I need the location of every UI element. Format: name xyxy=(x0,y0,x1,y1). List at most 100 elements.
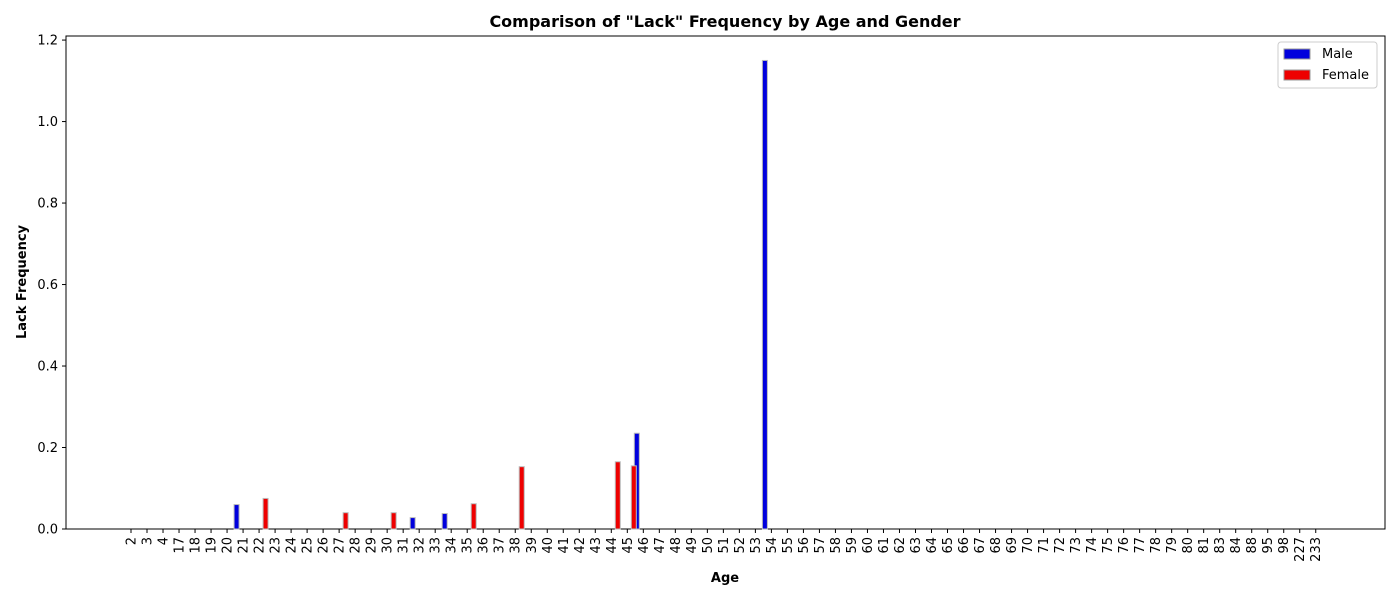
x-tick-label: 76 xyxy=(1117,537,1132,554)
x-tick-label: 62 xyxy=(893,537,908,554)
x-tick-label: 95 xyxy=(1261,537,1276,554)
x-tick-label: 50 xyxy=(701,537,716,554)
x-tick-label: 67 xyxy=(973,537,988,554)
legend-swatch-male xyxy=(1283,48,1311,60)
x-tick-label: 64 xyxy=(925,537,940,554)
plot-frame xyxy=(65,35,1386,530)
x-tick-label: 45 xyxy=(621,537,636,554)
bar-male xyxy=(409,517,416,530)
x-tick-label: 56 xyxy=(797,537,812,554)
x-tick-label: 35 xyxy=(461,537,476,554)
x-tick-label: 24 xyxy=(285,537,300,554)
x-tick-label: 53 xyxy=(749,537,764,554)
x-tick-label: 88 xyxy=(1245,537,1260,554)
x-tick-label: 43 xyxy=(589,537,604,554)
x-tick-label: 49 xyxy=(685,537,700,554)
x-tick-label: 32 xyxy=(413,537,428,554)
bar-female xyxy=(390,512,397,530)
x-tick-label: 46 xyxy=(637,537,652,554)
x-tick-label: 51 xyxy=(717,537,732,554)
x-tick-label: 74 xyxy=(1085,537,1100,554)
x-tick-label: 18 xyxy=(189,537,204,554)
x-tick-label: 81 xyxy=(1197,537,1212,554)
y-tick-label: 0.6 xyxy=(37,278,58,293)
x-tick-label: 80 xyxy=(1181,537,1196,554)
y-tick-label: 0.4 xyxy=(37,360,58,375)
y-tick-label: 1.0 xyxy=(37,115,58,130)
x-tick-label: 72 xyxy=(1053,537,1068,554)
x-tick-label: 60 xyxy=(861,537,876,554)
x-tick-label: 59 xyxy=(845,537,860,554)
x-tick-label: 57 xyxy=(813,537,828,554)
x-tick-label: 3 xyxy=(141,537,156,545)
legend-label-male: Male xyxy=(1322,47,1353,62)
x-tick-label: 70 xyxy=(1021,537,1036,554)
x-tick-label: 28 xyxy=(349,537,364,554)
x-tick-label: 31 xyxy=(397,537,412,554)
x-tick-label: 73 xyxy=(1069,537,1084,554)
legend-label-female: Female xyxy=(1322,68,1369,83)
bar-male xyxy=(761,59,768,530)
legend: Male Female xyxy=(1277,41,1378,89)
bar-female xyxy=(614,461,621,530)
bar-male xyxy=(441,513,448,530)
x-tick-label: 39 xyxy=(525,537,540,554)
x-tick-label: 38 xyxy=(509,537,524,554)
x-tick-label: 19 xyxy=(205,537,220,554)
bar-male xyxy=(233,504,240,530)
x-tick-label: 25 xyxy=(301,537,316,554)
x-tick-label: 71 xyxy=(1037,537,1052,554)
x-tick-label: 233 xyxy=(1309,537,1324,562)
x-tick-label: 42 xyxy=(573,537,588,554)
x-tick-label: 29 xyxy=(365,537,380,554)
x-tick-label: 41 xyxy=(557,537,572,554)
x-tick-label: 27 xyxy=(333,537,348,554)
x-tick-label: 17 xyxy=(173,537,188,554)
x-tick-label: 4 xyxy=(157,537,172,545)
x-tick-label: 65 xyxy=(941,537,956,554)
x-tick-label: 227 xyxy=(1293,537,1308,562)
bar-female xyxy=(518,466,525,530)
x-tick-label: 66 xyxy=(957,537,972,554)
x-tick-label: 21 xyxy=(237,537,252,554)
x-tick-label: 37 xyxy=(493,537,508,554)
x-tick-label: 84 xyxy=(1229,537,1244,554)
x-tick-label: 55 xyxy=(781,537,796,554)
x-tick-label: 69 xyxy=(1005,537,1020,554)
x-tick-label: 79 xyxy=(1165,537,1180,554)
x-tick-label: 98 xyxy=(1277,537,1292,554)
x-axis-title: Age xyxy=(711,571,739,586)
y-axis-title: Lack Frequency xyxy=(15,224,30,339)
x-tick-label: 68 xyxy=(989,537,1004,554)
bar-female xyxy=(342,512,349,530)
x-tick-label: 20 xyxy=(221,537,236,554)
y-tick-label: 1.2 xyxy=(37,34,58,49)
x-tick-label: 22 xyxy=(253,537,268,554)
x-tick-label: 2 xyxy=(125,537,140,545)
y-tick-label: 0.0 xyxy=(37,523,58,538)
legend-swatch-female xyxy=(1283,69,1311,81)
x-tick-label: 75 xyxy=(1101,537,1116,554)
y-tick-label: 0.2 xyxy=(37,441,58,456)
x-tick-label: 30 xyxy=(381,537,396,554)
chart-title: Comparison of "Lack" Frequency by Age an… xyxy=(489,12,960,31)
x-tick-label: 34 xyxy=(445,537,460,554)
x-tick-label: 83 xyxy=(1213,537,1228,554)
bar-female xyxy=(630,465,637,530)
x-tick-label: 78 xyxy=(1149,537,1164,554)
bar-female xyxy=(470,503,477,530)
x-tick-label: 26 xyxy=(317,537,332,554)
x-tick-label: 54 xyxy=(765,537,780,554)
x-tick-label: 48 xyxy=(669,537,684,554)
x-tick-label: 44 xyxy=(605,537,620,554)
x-tick-label: 77 xyxy=(1133,537,1148,554)
x-tick-label: 23 xyxy=(269,537,284,554)
x-tick-label: 47 xyxy=(653,537,668,554)
plot-area: 0.00.20.40.60.81.01.22 3 4 17 18 19 20 21 22 23 24… xyxy=(37,34,1386,562)
x-tick-label: 33 xyxy=(429,537,444,554)
x-tick-label: 61 xyxy=(877,537,892,554)
x-tick-label: 40 xyxy=(541,537,556,554)
x-tick-label: 52 xyxy=(733,537,748,554)
